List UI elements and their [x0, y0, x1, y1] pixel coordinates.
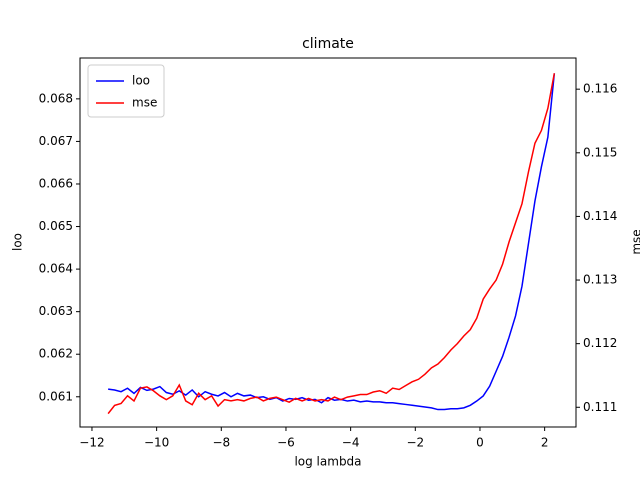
x-tick-label: −8: [212, 436, 230, 450]
x-tick-label: −10: [144, 436, 169, 450]
x-tick-label: −6: [277, 436, 295, 450]
x-tick-label: 2: [541, 436, 549, 450]
x-tick-label: 0: [476, 436, 484, 450]
x-axis-label: log lambda: [294, 455, 361, 469]
y-tick-label: 0.064: [39, 262, 73, 276]
y2-tick-label: 0.111: [583, 400, 617, 414]
x-tick-label: −12: [79, 436, 104, 450]
plot-frame: [79, 57, 577, 428]
y2-tick-label: 0.116: [583, 82, 617, 96]
y-tick-label: 0.062: [39, 347, 73, 361]
chart-title: climate: [302, 36, 354, 52]
x-tick-label: −2: [406, 436, 424, 450]
legend-label: loo: [132, 74, 150, 88]
legend-box: [87, 64, 165, 118]
y-tick-label: 0.063: [39, 304, 73, 318]
y2-axis-label: mse: [630, 229, 640, 254]
y2-tick-label: 0.115: [583, 145, 617, 159]
x-tick-label: −4: [342, 436, 360, 450]
y-tick-label: 0.068: [39, 91, 73, 105]
legend-label: mse: [132, 96, 157, 110]
data-line: [107, 73, 556, 415]
y2-tick-label: 0.112: [583, 336, 617, 350]
y-axis-label: loo: [11, 233, 25, 251]
y-tick-label: 0.065: [39, 219, 73, 233]
y2-tick-label: 0.114: [583, 209, 617, 223]
y-tick-label: 0.066: [39, 176, 73, 190]
y2-tick-label: 0.113: [583, 273, 617, 287]
y-tick-label: 0.061: [39, 389, 73, 403]
y-tick-label: 0.067: [39, 134, 73, 148]
